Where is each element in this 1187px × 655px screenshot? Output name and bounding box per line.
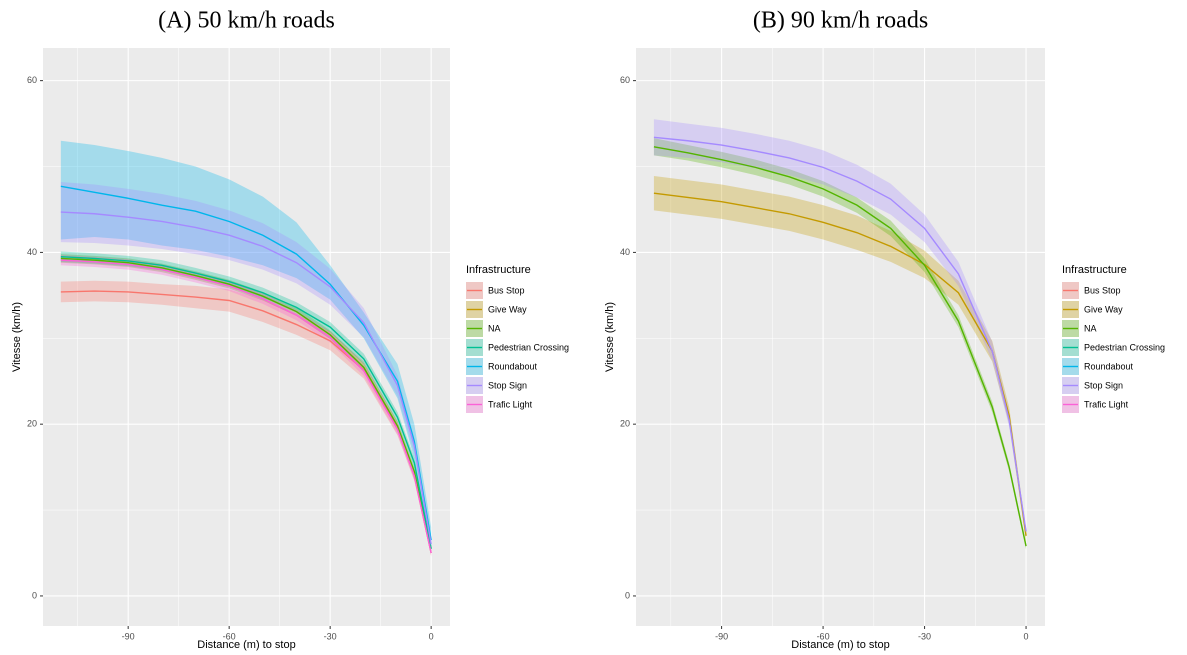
x-tick-label: 0 [1024,631,1029,641]
legend-label: Roundabout [488,361,538,371]
y-axis-title: Vitesse (km/h) [604,302,616,372]
x-axis-title: Distance (m) to stop [791,639,889,651]
legend-label: Stop Sign [488,380,527,390]
legend-label: Trafic Light [1084,399,1129,409]
x-tick-label: -90 [715,631,728,641]
confidence-ribbon [60,181,432,550]
legend-label: Trafic Light [488,399,533,409]
y-tick-label: 40 [27,247,37,257]
legend-label: NA [1084,323,1097,333]
panel-title: (B) 90 km/h roads [753,8,928,34]
legend-label: Stop Sign [1084,380,1123,390]
line [60,255,432,549]
x-tick-label: -90 [122,631,135,641]
legend-label: Give Way [488,304,527,314]
legend-label: Pedestrian Crossing [1084,342,1165,352]
legend-label: Bus Stop [488,285,525,295]
legend-label: Give Way [1084,304,1123,314]
x-tick-label: -30 [918,631,931,641]
y-tick-label: 40 [620,247,630,257]
line [60,259,432,554]
x-tick-label: -60 [223,631,236,641]
legend-label: NA [488,323,501,333]
plot-background [43,48,450,626]
legend-label: Roundabout [1084,361,1134,371]
confidence-ribbon [60,140,432,553]
panel-title: (A) 50 km/h roads [158,8,335,34]
legend-title: Infrastructure [1062,264,1127,276]
legend-label: Pedestrian Crossing [488,342,569,352]
y-tick-label: 60 [620,75,630,85]
y-tick-label: 20 [620,419,630,429]
x-tick-label: 0 [429,631,434,641]
x-tick-label: -60 [817,631,830,641]
line [653,146,1027,547]
line [60,211,432,545]
confidence-ribbon [60,280,432,557]
line [60,185,432,541]
confidence-ribbon [653,175,1027,542]
line [60,257,432,549]
y-axis-title: Vitesse (km/h) [11,302,23,372]
plot-background [636,48,1045,626]
y-tick-label: 60 [27,75,37,85]
line [653,136,1027,532]
legend-label: Bus Stop [1084,285,1121,295]
x-axis-title: Distance (m) to stop [197,639,295,651]
y-tick-label: 0 [625,590,630,600]
x-tick-label: -30 [324,631,337,641]
y-tick-label: 20 [27,419,37,429]
legend-title: Infrastructure [466,264,531,276]
y-tick-label: 0 [32,590,37,600]
